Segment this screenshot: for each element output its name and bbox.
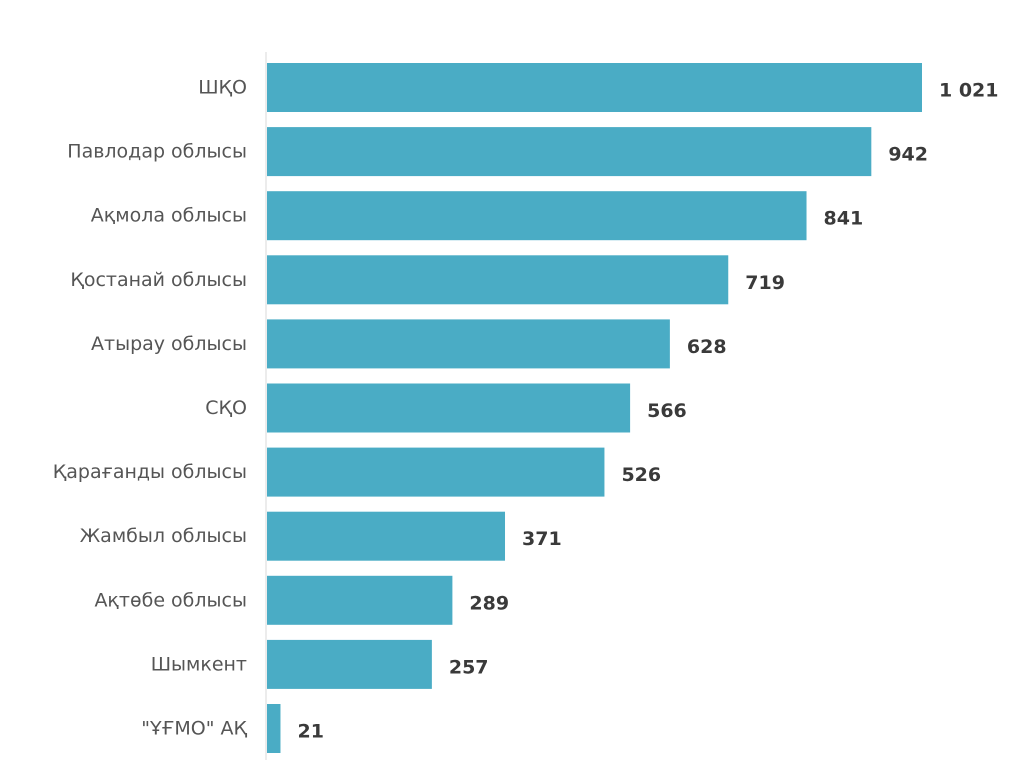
value-label: 257 — [449, 656, 489, 678]
category-label: "ҰҒМО" АҚ — [141, 718, 247, 740]
bar — [267, 383, 631, 433]
value-label: 942 — [888, 144, 928, 166]
category-label: ШҚО — [198, 77, 247, 99]
bars-group — [267, 63, 922, 753]
category-label: Шымкент — [151, 653, 247, 675]
value-label: 371 — [522, 528, 562, 550]
category-label: Ақтөбе облысы — [94, 589, 247, 611]
value-label: 21 — [297, 721, 323, 743]
value-label: 289 — [469, 592, 509, 614]
bar — [267, 704, 281, 753]
bar — [267, 191, 807, 241]
bar — [267, 575, 453, 625]
category-label: Павлодар облысы — [67, 141, 247, 163]
category-label: Қостанай облысы — [70, 269, 247, 291]
value-labels: 1 021 942 841 719 628 566 526 371 289 257 21 — [297, 80, 998, 743]
value-label: 719 — [745, 272, 785, 294]
bar — [267, 255, 729, 305]
value-label: 566 — [647, 400, 687, 422]
category-labels: ШҚО Павлодар облысы Ақмола облысы Қостанай … — [53, 77, 248, 740]
value-label: 526 — [621, 464, 661, 486]
category-label: Жамбыл облысы — [80, 525, 247, 547]
bar — [267, 447, 605, 497]
value-label: 1 021 — [939, 80, 999, 102]
category-label: Қарағанды облысы — [53, 461, 247, 483]
category-label: СҚО — [205, 397, 247, 419]
bar — [267, 639, 432, 689]
bar — [267, 319, 670, 369]
value-label: 628 — [687, 336, 727, 358]
bar — [267, 127, 872, 177]
value-label: 841 — [824, 208, 864, 230]
bar — [267, 511, 506, 561]
category-label: Атырау облысы — [91, 333, 247, 355]
category-label: Ақмола облысы — [91, 205, 247, 227]
bar — [267, 63, 922, 112]
